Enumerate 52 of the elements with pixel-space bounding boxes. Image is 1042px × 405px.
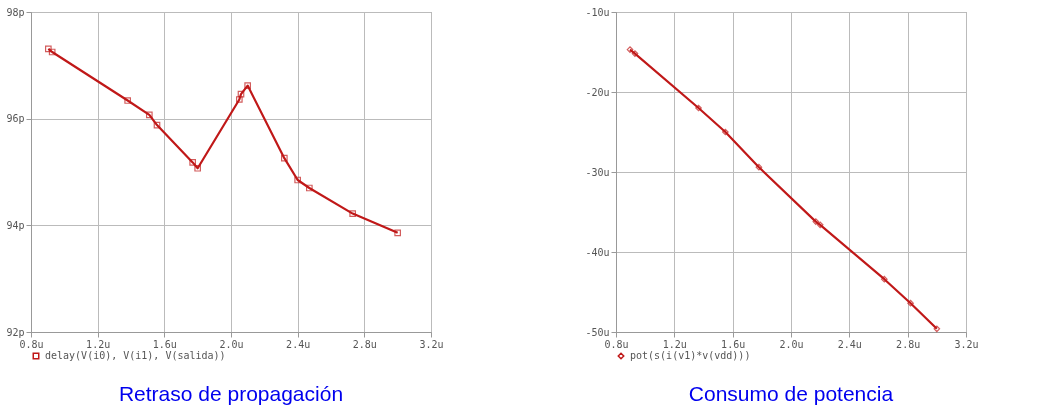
y-tick-label: -20u bbox=[585, 86, 610, 98]
x-tick-label: 1.6u bbox=[721, 338, 746, 350]
x-tick-label: 2.8u bbox=[896, 338, 921, 350]
point bbox=[194, 164, 201, 172]
y-tick-label: -50u bbox=[585, 326, 610, 338]
point bbox=[907, 299, 914, 307]
y-tick-label: 98p bbox=[6, 6, 25, 18]
point bbox=[755, 163, 763, 171]
legend-label: pot(s(i(v1)*v(vdd))) bbox=[630, 350, 751, 361]
point bbox=[816, 221, 824, 229]
point bbox=[394, 229, 401, 237]
point bbox=[235, 96, 243, 103]
point bbox=[305, 184, 313, 192]
x-tick-label: 2.8u bbox=[352, 338, 377, 350]
point bbox=[48, 48, 56, 56]
point bbox=[880, 275, 888, 283]
x-tick-label: 1.2u bbox=[662, 338, 687, 350]
y-tick-label: -40u bbox=[585, 246, 610, 258]
point bbox=[933, 325, 941, 333]
point bbox=[631, 50, 639, 57]
x-tick-label: 0.8u bbox=[604, 338, 629, 350]
y-tick-label: -10u bbox=[585, 6, 610, 18]
x-tick-label: 1.6u bbox=[152, 338, 177, 350]
point bbox=[244, 82, 251, 89]
x-tick-label: 0.8u bbox=[19, 338, 44, 350]
y-tick-label: 96p bbox=[6, 113, 25, 125]
point bbox=[294, 176, 301, 184]
x-tick-label: 2.0u bbox=[219, 338, 244, 350]
point bbox=[124, 97, 131, 104]
legend-label: delay(V(i0), V(i1), V(salida)) bbox=[45, 350, 226, 361]
point bbox=[153, 121, 161, 129]
point bbox=[626, 46, 634, 53]
point bbox=[44, 45, 52, 53]
point bbox=[189, 159, 196, 166]
text: Consumo de potencia bbox=[688, 382, 894, 405]
x-tick-label: 1.2u bbox=[86, 338, 111, 350]
text: Retraso de propagación bbox=[118, 382, 344, 405]
x-tick-label: 2.4u bbox=[837, 338, 862, 350]
x-tick-label: 2.0u bbox=[779, 338, 804, 350]
point bbox=[145, 111, 153, 119]
point bbox=[722, 128, 729, 136]
point bbox=[695, 104, 702, 112]
point bbox=[280, 154, 288, 162]
x-tick-label: 3.2u bbox=[419, 338, 444, 350]
point bbox=[237, 90, 245, 98]
point bbox=[812, 218, 820, 225]
y-tick-label: 92p bbox=[6, 326, 25, 338]
x-tick-label: 3.2u bbox=[954, 338, 979, 350]
y-tick-label: -30u bbox=[585, 166, 610, 178]
x-tick-label: 2.4u bbox=[286, 338, 311, 350]
point bbox=[349, 210, 356, 217]
y-tick-label: 94p bbox=[6, 219, 25, 231]
